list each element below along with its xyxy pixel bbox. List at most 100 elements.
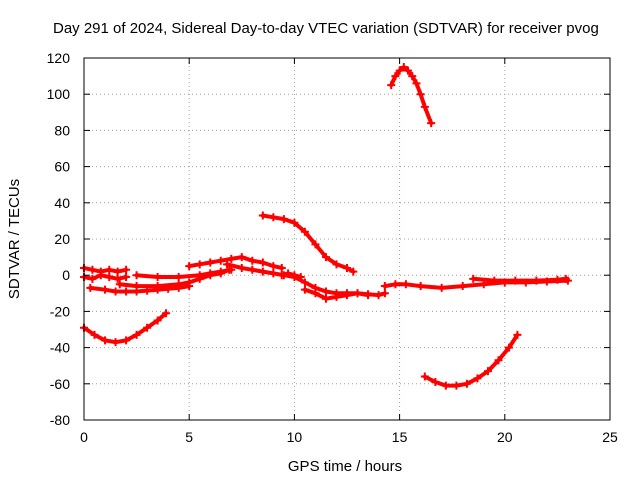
x-tick-label: 5 [185, 429, 193, 445]
data-point [279, 215, 288, 224]
data-point [490, 276, 499, 285]
data-point [332, 292, 341, 301]
data-point [349, 267, 358, 276]
data-point [195, 271, 204, 280]
data-point [483, 367, 492, 376]
series-arc-12 [389, 65, 434, 126]
data-point [111, 338, 120, 347]
data-point [227, 254, 236, 263]
data-point [321, 287, 330, 296]
data-point [458, 282, 467, 291]
y-tick-label: 60 [54, 159, 70, 175]
data-point [343, 291, 351, 300]
plot-frame [83, 57, 611, 421]
data-point [122, 336, 131, 345]
data-point [284, 269, 293, 278]
data-point [416, 282, 425, 291]
series-arc-4 [88, 284, 192, 294]
y-tick-label: -40 [50, 340, 70, 356]
data-point [113, 267, 122, 276]
y-tick-label: 40 [54, 195, 70, 211]
data-point [237, 263, 246, 272]
data-point [248, 265, 257, 274]
data-point [90, 330, 99, 339]
data-point [88, 265, 97, 274]
data-point [380, 289, 389, 298]
data-point [277, 271, 286, 280]
x-tick-label: 10 [287, 429, 303, 445]
data-point [473, 374, 482, 383]
data-point [387, 81, 396, 90]
x-tick-label: 20 [497, 429, 513, 445]
data-point [401, 280, 410, 289]
x-axis-title: GPS time / hours [288, 458, 402, 475]
data-point [122, 273, 131, 282]
data-point [269, 213, 278, 222]
data-point [321, 253, 330, 262]
data-point [553, 275, 562, 284]
y-tick-label: 100 [47, 86, 71, 102]
data-point [431, 377, 440, 386]
y-tick-label: 120 [47, 50, 71, 66]
data-point [216, 256, 225, 265]
data-point [101, 336, 110, 345]
data-point [332, 260, 341, 269]
data-point [105, 273, 114, 282]
data-point [132, 271, 141, 280]
data-point [399, 63, 408, 72]
data-point [115, 280, 124, 289]
data-point [561, 274, 570, 283]
data-point [258, 258, 267, 267]
data-point [364, 291, 373, 300]
data-point [206, 258, 215, 267]
data-point [404, 66, 413, 75]
data-point [513, 330, 522, 339]
data-point [408, 72, 417, 81]
data-point [290, 271, 299, 280]
data-point [505, 343, 514, 352]
data-point [113, 274, 122, 283]
data-point [412, 79, 421, 88]
x-tick-label: 0 [80, 429, 88, 445]
data-marks [80, 63, 572, 390]
data-point [86, 283, 95, 292]
data-point [153, 273, 162, 282]
data-point [216, 267, 225, 276]
data-point [374, 291, 383, 300]
data-point [441, 381, 450, 390]
data-point [101, 285, 110, 294]
x-tick-label: 25 [602, 429, 618, 445]
data-point [532, 276, 541, 285]
y-axis-title: SDTVAR / TECUs [6, 179, 23, 299]
data-point [162, 309, 171, 318]
data-point [185, 262, 194, 271]
data-point [511, 276, 520, 285]
data-point [277, 263, 286, 272]
data-point [223, 260, 232, 269]
y-tick-label: 0 [62, 267, 70, 283]
data-point [269, 269, 278, 278]
axis-ticks: 0 5 10 15 20 25 -80 -60 -40 -20 0 20 40 60 80 100 120 [47, 50, 618, 445]
data-point [258, 211, 267, 220]
data-point [153, 316, 162, 325]
data-point [353, 289, 362, 298]
chart-title: Day 291 of 2024, Sidereal Day-to-day VTE… [53, 20, 599, 37]
data-point [290, 218, 299, 227]
data-point [258, 267, 267, 276]
data-point [300, 285, 309, 294]
data-point [96, 271, 105, 280]
data-point [420, 102, 429, 111]
data-point [296, 273, 305, 282]
data-point [185, 278, 194, 287]
data-point [174, 273, 183, 282]
data-point [427, 119, 436, 128]
y-tick-label: 80 [54, 122, 70, 138]
data-point [105, 265, 114, 274]
y-tick-label: -60 [50, 376, 70, 392]
data-point [122, 265, 131, 274]
data-point [469, 274, 478, 283]
series-arc-10 [260, 213, 356, 274]
data-point [269, 262, 278, 271]
data-point [300, 278, 309, 287]
data-point [111, 287, 120, 296]
